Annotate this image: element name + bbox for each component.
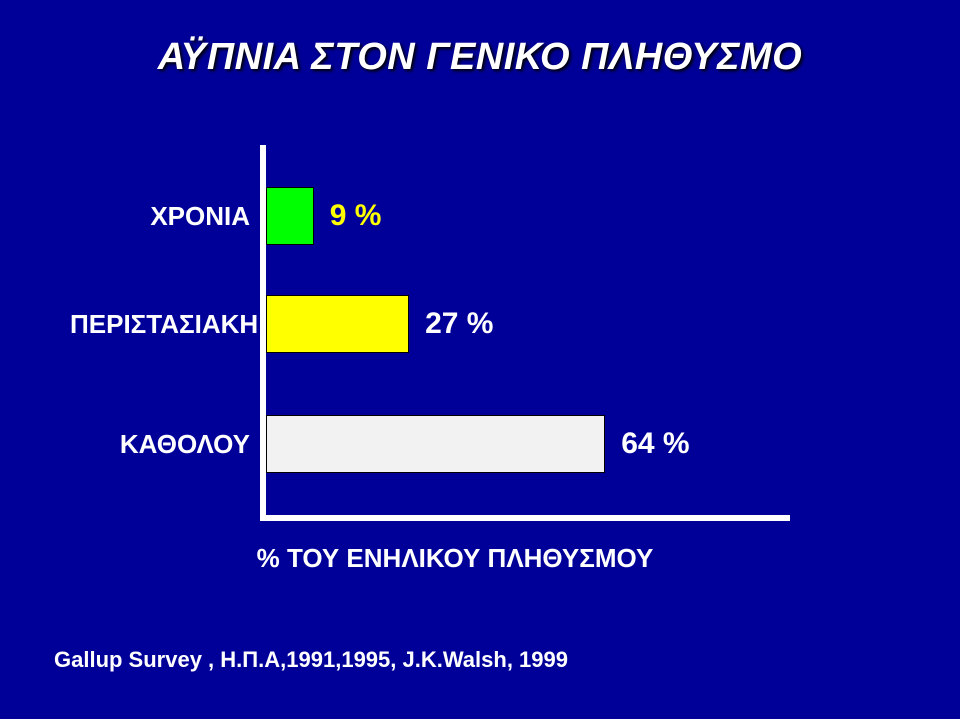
chart-row: ΚΑΘΟΛΟΥ64 % bbox=[90, 409, 820, 479]
bar bbox=[266, 415, 605, 473]
x-axis bbox=[260, 515, 790, 521]
source-citation: Gallup Survey , Η.Π.Α,1991,1995, J.Κ.Wal… bbox=[54, 647, 568, 673]
value-label: 9 % bbox=[330, 199, 382, 233]
bar-chart: ΧΡΟΝΙΑ9 %ΠΕΡΙΣΤΑΣΙΑΚΗ27 %ΚΑΘΟΛΟΥ64 % % Τ… bbox=[90, 145, 820, 545]
bar bbox=[266, 295, 409, 353]
category-label: ΧΡΟΝΙΑ bbox=[70, 201, 250, 232]
bar bbox=[266, 187, 314, 245]
value-label: 27 % bbox=[425, 307, 493, 341]
category-label: ΚΑΘΟΛΟΥ bbox=[70, 429, 250, 460]
category-label: ΠΕΡΙΣΤΑΣΙΑΚΗ bbox=[70, 309, 250, 340]
slide: ΑΫΠΝΙΑ ΣΤΟΝ ΓΕΝΙΚΟ ΠΛΗΘΥΣΜΟ ΧΡΟΝΙΑ9 %ΠΕΡ… bbox=[0, 0, 960, 719]
chart-row: ΠΕΡΙΣΤΑΣΙΑΚΗ27 % bbox=[90, 289, 820, 359]
chart-row: ΧΡΟΝΙΑ9 % bbox=[90, 181, 820, 251]
value-label: 64 % bbox=[621, 427, 689, 461]
slide-title: ΑΫΠΝΙΑ ΣΤΟΝ ΓΕΝΙΚΟ ΠΛΗΘΥΣΜΟ bbox=[0, 36, 960, 79]
x-axis-title: % ΤΟΥ ΕΝΗΛΙΚΟΥ ΠΛΗΘΥΣΜΟΥ bbox=[90, 543, 820, 574]
